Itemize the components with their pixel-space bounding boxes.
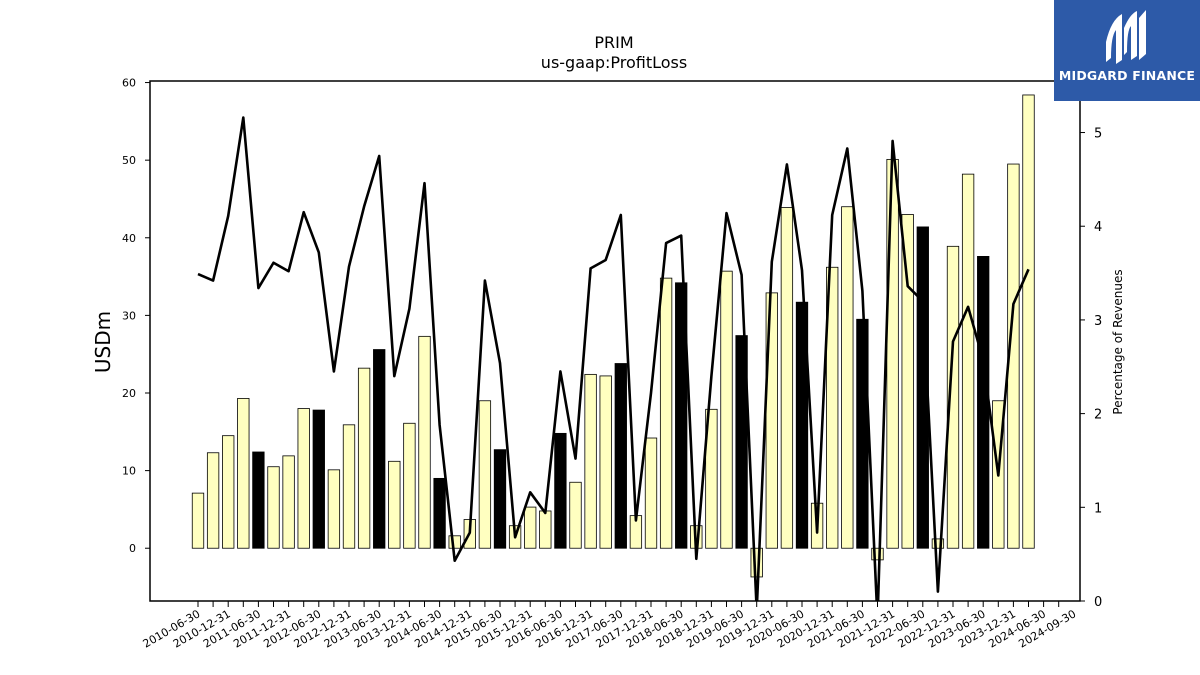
series-line xyxy=(197,116,1030,601)
bar xyxy=(252,451,265,549)
bar xyxy=(433,477,446,549)
bar xyxy=(931,538,945,549)
bar xyxy=(826,266,839,549)
y2-tick-label: 5 xyxy=(1094,127,1102,142)
bar xyxy=(539,510,552,549)
y2-tick-label: 4 xyxy=(1094,220,1102,235)
y-tick-label: 10 xyxy=(122,465,136,478)
midgard-logo-icon xyxy=(1106,10,1146,64)
bar xyxy=(705,408,718,549)
bar xyxy=(418,335,431,549)
y2-tick-label: 3 xyxy=(1094,314,1102,329)
bar xyxy=(282,455,295,549)
bar xyxy=(373,349,386,549)
bar xyxy=(297,408,310,549)
bar xyxy=(342,424,356,549)
y-tick-label: 20 xyxy=(122,387,136,400)
bar xyxy=(1022,94,1035,549)
bar xyxy=(599,375,612,549)
bar xyxy=(206,452,220,549)
bar xyxy=(750,547,763,578)
chart-title: PRIM xyxy=(594,33,633,52)
midgard-finance-logo: MIDGARD FINANCE xyxy=(1054,0,1200,101)
bar xyxy=(659,277,673,549)
bar xyxy=(780,207,794,549)
bar xyxy=(871,547,884,561)
logo-text: MIDGARD FINANCE xyxy=(1058,68,1196,83)
plot-area: 01020304050600123452010-06-302010-12-312… xyxy=(122,77,1102,651)
bar xyxy=(554,432,567,549)
bar xyxy=(795,301,809,549)
y2-tick-label: 2 xyxy=(1094,408,1102,423)
bar xyxy=(327,469,341,549)
bar xyxy=(614,363,627,549)
y-axis-label: USDm xyxy=(91,311,115,373)
chart-subtitle: us-gaap:ProfitLoss xyxy=(541,53,687,72)
bar xyxy=(886,158,899,549)
bar xyxy=(448,535,461,549)
bar xyxy=(977,256,990,549)
bar xyxy=(478,400,492,549)
bar xyxy=(388,460,401,549)
y2-axis-label: Percentage of Revenues xyxy=(1111,269,1125,414)
y-tick-label: 30 xyxy=(122,309,136,322)
y-tick-label: 50 xyxy=(122,154,136,167)
bar xyxy=(841,206,854,549)
bar xyxy=(312,409,325,549)
y-tick-label: 60 xyxy=(122,77,136,90)
bar xyxy=(524,506,537,549)
bar xyxy=(961,173,975,549)
bar xyxy=(191,492,205,549)
bar xyxy=(720,270,733,549)
bar xyxy=(675,282,688,549)
y-tick-label: 0 xyxy=(129,542,136,555)
bar xyxy=(267,466,280,549)
plot-frame xyxy=(149,80,1081,602)
y2-tick-label: 0 xyxy=(1094,595,1102,610)
bar xyxy=(946,245,960,549)
bar xyxy=(403,422,416,549)
bar xyxy=(237,398,250,549)
bar xyxy=(222,435,235,549)
y2-tick-label: 1 xyxy=(1094,501,1102,516)
bar xyxy=(644,437,658,549)
bar xyxy=(901,214,914,549)
bar xyxy=(357,367,371,549)
bar xyxy=(569,481,582,549)
bar xyxy=(735,335,748,549)
bar xyxy=(493,449,507,549)
y-tick-label: 40 xyxy=(122,232,136,245)
bar xyxy=(584,373,597,549)
